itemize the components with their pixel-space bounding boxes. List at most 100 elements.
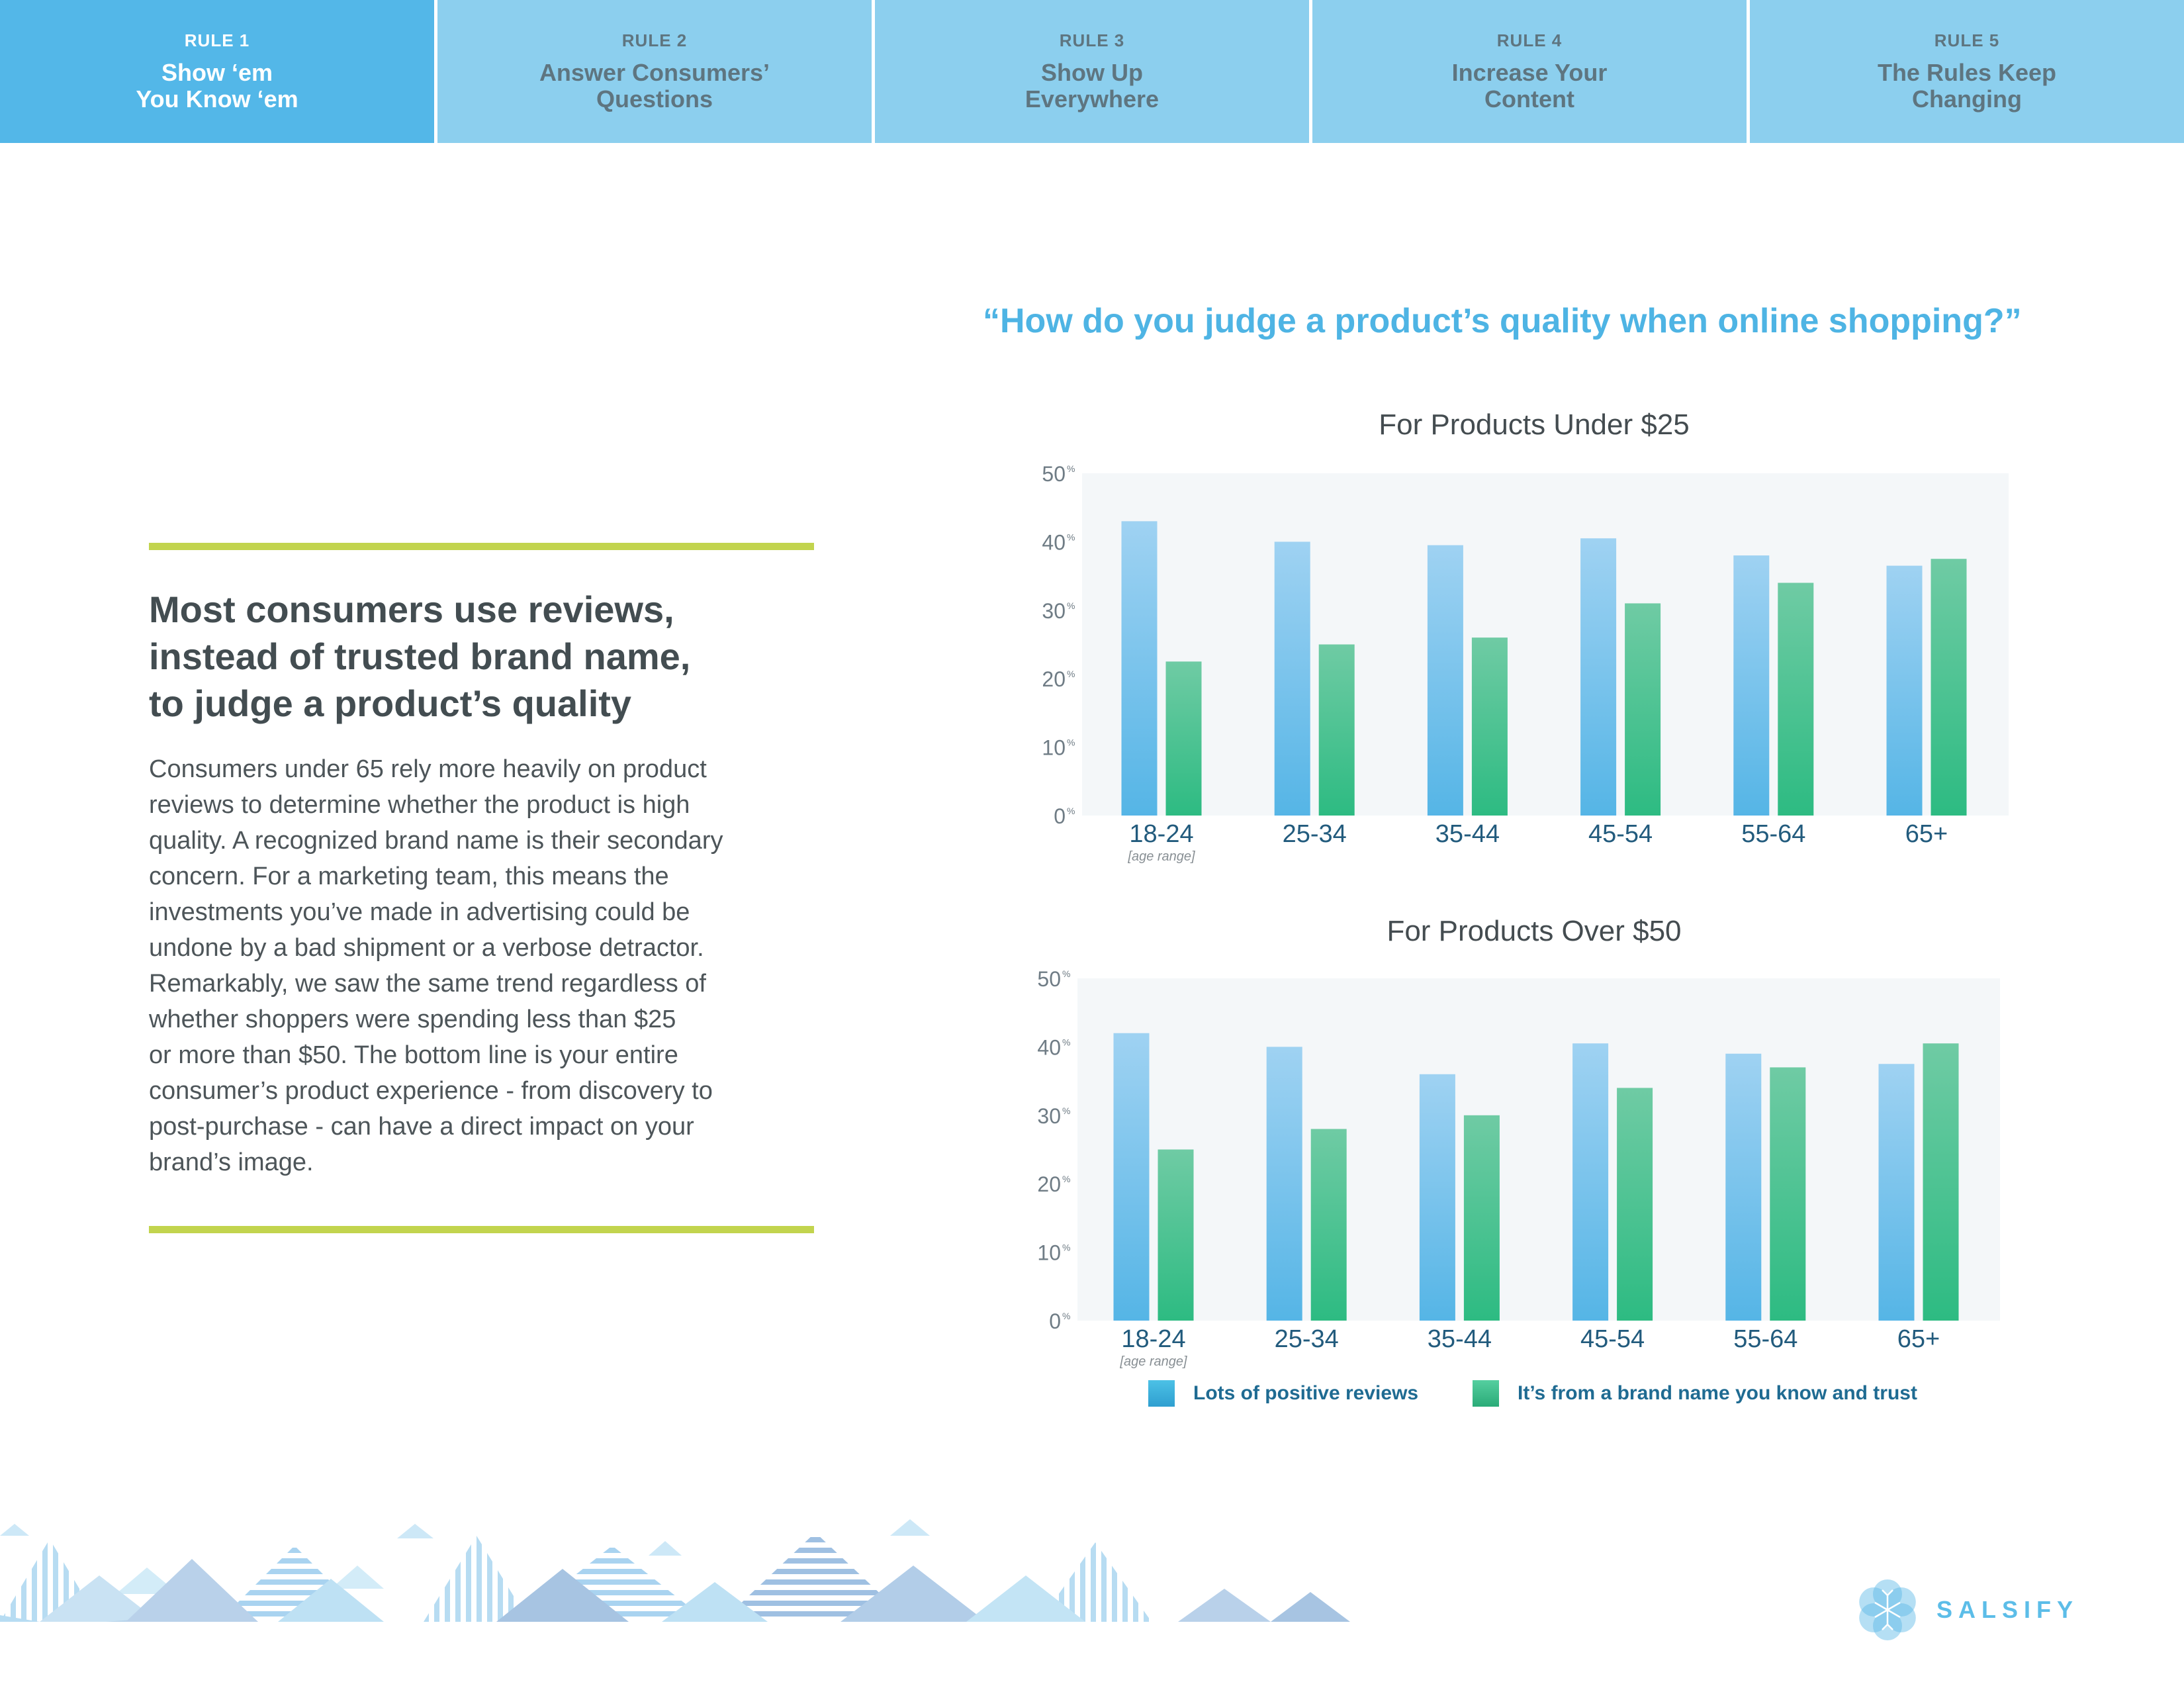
y-tick-unit: % xyxy=(1067,806,1075,816)
chart-title-under-25: For Products Under $25 xyxy=(1379,408,1690,441)
tab-rule-number: RULE 1 xyxy=(184,30,250,50)
tab-rule-5[interactable]: RULE 5 The Rules Keep Changing xyxy=(1750,0,2184,143)
legend-label: Lots of positive reviews xyxy=(1193,1382,1419,1404)
rules-tab-bar: RULE 1 Show ‘em You Know ‘em RULE 2 Answ… xyxy=(0,0,2184,143)
y-tick-label: 50 xyxy=(1037,967,1061,991)
y-tick-label: 30 xyxy=(1037,1104,1061,1128)
x-category-label: 65+ xyxy=(1897,1325,1940,1353)
bottom-divider xyxy=(149,1226,814,1233)
flower-icon xyxy=(1859,1579,1916,1640)
x-category-label: 65+ xyxy=(1905,820,1948,848)
legend-swatch-green xyxy=(1473,1380,1499,1407)
y-tick-unit: % xyxy=(1067,600,1075,611)
tab-rule-title: Increase Your Content xyxy=(1451,59,1608,113)
top-divider xyxy=(149,543,814,550)
x-category-label: 18-24 xyxy=(1129,820,1193,848)
y-tick-label: 0 xyxy=(1049,1309,1061,1333)
bar-reviews xyxy=(1725,1053,1762,1321)
x-axis-note: [age range] xyxy=(1127,849,1195,864)
tab-rule-title: Show ‘em You Know ‘em xyxy=(136,59,298,113)
chart-title-over-50: For Products Over $50 xyxy=(1387,915,1682,947)
bar-brand xyxy=(1318,644,1355,816)
tab-rule-3[interactable]: RULE 3 Show Up Everywhere xyxy=(875,0,1312,143)
chart-under-25: 0 %10 %20 %30 %40 %50 %18-24[age range]25-34 35… xyxy=(1042,462,2009,864)
bar-reviews xyxy=(1121,521,1158,816)
y-tick-unit: % xyxy=(1067,463,1075,474)
bar-reviews xyxy=(1113,1033,1150,1321)
tab-rule-title: Show Up Everywhere xyxy=(1024,59,1160,113)
bar-brand xyxy=(1158,1149,1194,1321)
x-category-label: 45-54 xyxy=(1580,1325,1645,1353)
tab-rule-title: Answer Consumers’ Questions xyxy=(539,59,770,113)
bar-brand xyxy=(1463,1115,1500,1321)
bar-brand xyxy=(1471,637,1508,816)
mountain-decoration xyxy=(0,1519,1350,1622)
x-category-label: 45-54 xyxy=(1588,820,1653,848)
y-tick-unit: % xyxy=(1067,532,1075,542)
bar-reviews xyxy=(1427,545,1463,816)
survey-question: “How do you judge a product’s quality wh… xyxy=(983,302,2022,340)
salsify-logo: SALSIFY xyxy=(1853,1575,2079,1644)
bar-brand xyxy=(1625,603,1661,816)
tab-rule-4[interactable]: RULE 4 Increase Your Content xyxy=(1312,0,1750,143)
y-tick-label: 50 xyxy=(1042,462,1066,486)
x-category-label: 35-44 xyxy=(1435,820,1500,848)
x-category-label: 25-34 xyxy=(1275,1325,1339,1353)
legend-item-reviews: Lots of positive reviews xyxy=(1148,1380,1418,1407)
y-tick-unit: % xyxy=(1062,1174,1070,1184)
y-tick-unit: % xyxy=(1062,1105,1070,1116)
x-category-label: 25-34 xyxy=(1283,820,1347,848)
tab-rule-number: RULE 3 xyxy=(1059,30,1125,50)
chart-over-50: 0 %10 %20 %30 %40 %50 %18-24[age range]25-34 35… xyxy=(1037,967,2000,1369)
y-tick-label: 30 xyxy=(1042,599,1066,623)
bar-brand xyxy=(1310,1129,1347,1321)
bar-reviews xyxy=(1580,538,1617,816)
y-tick-label: 0 xyxy=(1054,804,1066,828)
bar-reviews xyxy=(1419,1074,1455,1321)
plot-area xyxy=(1082,473,2009,816)
section-headline: Most consumers use reviews, instead of t… xyxy=(149,588,691,724)
bar-reviews xyxy=(1266,1047,1302,1321)
bar-reviews xyxy=(1733,555,1770,816)
x-category-label: 35-44 xyxy=(1428,1325,1492,1353)
bar-reviews xyxy=(1878,1064,1915,1321)
bar-brand xyxy=(1770,1067,1806,1321)
tab-rule-2[interactable]: RULE 2 Answer Consumers’ Questions xyxy=(437,0,875,143)
y-tick-label: 10 xyxy=(1042,736,1066,760)
y-tick-unit: % xyxy=(1062,1037,1070,1047)
bar-brand xyxy=(1617,1088,1653,1321)
y-tick-label: 20 xyxy=(1037,1172,1061,1196)
tab-rule-1[interactable]: RULE 1 Show ‘em You Know ‘em xyxy=(0,0,437,143)
tab-rule-number: RULE 4 xyxy=(1496,30,1563,50)
bar-brand xyxy=(1778,583,1814,816)
tab-rule-title: The Rules Keep Changing xyxy=(1877,59,2057,113)
bar-reviews xyxy=(1886,565,1923,816)
y-tick-unit: % xyxy=(1062,968,1070,979)
y-tick-unit: % xyxy=(1062,1243,1070,1253)
y-tick-unit: % xyxy=(1067,669,1075,679)
x-category-label: 18-24 xyxy=(1121,1325,1185,1353)
y-tick-label: 20 xyxy=(1042,667,1066,691)
tab-rule-number: RULE 2 xyxy=(621,30,688,50)
x-category-label: 55-64 xyxy=(1741,820,1805,848)
x-axis-note: [age range] xyxy=(1119,1354,1187,1369)
plot-area xyxy=(1077,978,2000,1321)
logo-wordmark: SALSIFY xyxy=(1936,1596,2079,1623)
y-tick-unit: % xyxy=(1062,1311,1070,1321)
bar-brand xyxy=(1165,661,1202,816)
section-body: Consumers under 65 rely more heavily on … xyxy=(149,755,723,1176)
y-tick-label: 40 xyxy=(1042,530,1066,554)
bar-reviews xyxy=(1572,1043,1609,1321)
y-tick-label: 10 xyxy=(1037,1241,1061,1265)
tab-rule-number: RULE 5 xyxy=(1934,30,2000,50)
y-tick-label: 40 xyxy=(1037,1035,1061,1059)
x-category-label: 55-64 xyxy=(1733,1325,1797,1353)
bar-reviews xyxy=(1274,541,1310,816)
legend-swatch-blue xyxy=(1148,1380,1175,1407)
y-tick-unit: % xyxy=(1067,737,1075,748)
legend-item-brand: It’s from a brand name you know and trus… xyxy=(1473,1380,1917,1407)
bar-brand xyxy=(1923,1043,1959,1321)
bar-brand xyxy=(1931,559,1967,816)
legend-label: It’s from a brand name you know and trus… xyxy=(1518,1382,1917,1404)
